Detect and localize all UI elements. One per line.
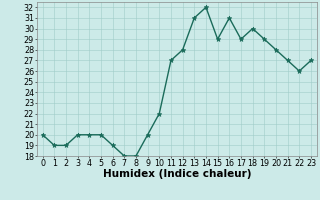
X-axis label: Humidex (Indice chaleur): Humidex (Indice chaleur) [102,169,251,179]
